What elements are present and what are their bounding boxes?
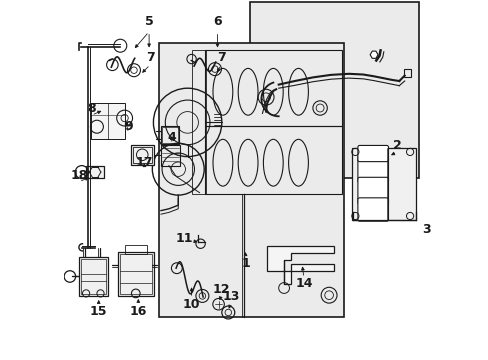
Polygon shape (369, 51, 377, 58)
Text: 6: 6 (213, 15, 222, 28)
Text: 5: 5 (144, 15, 153, 28)
Polygon shape (159, 43, 343, 317)
Text: 12: 12 (212, 283, 229, 296)
Text: 17: 17 (135, 156, 153, 169)
Text: 14: 14 (295, 277, 312, 290)
Text: 8: 8 (87, 102, 96, 115)
FancyBboxPatch shape (357, 145, 387, 162)
Polygon shape (91, 103, 125, 139)
Polygon shape (266, 246, 333, 284)
Polygon shape (118, 252, 153, 296)
Polygon shape (351, 148, 415, 220)
Text: 3: 3 (421, 223, 430, 236)
Polygon shape (79, 257, 107, 296)
Text: 1: 1 (241, 257, 249, 270)
Text: 18: 18 (70, 169, 87, 182)
FancyBboxPatch shape (357, 198, 387, 221)
Text: 7: 7 (216, 51, 225, 64)
Polygon shape (131, 145, 153, 165)
Polygon shape (86, 166, 104, 178)
Text: 13: 13 (222, 291, 240, 303)
Text: 16: 16 (129, 305, 147, 318)
Text: 11: 11 (176, 232, 193, 245)
Text: 7: 7 (145, 51, 154, 64)
FancyBboxPatch shape (357, 156, 387, 183)
Text: 4: 4 (167, 131, 176, 144)
Text: 10: 10 (183, 298, 200, 311)
Text: 15: 15 (90, 305, 107, 318)
Text: 2: 2 (392, 139, 401, 152)
Polygon shape (249, 2, 418, 178)
Text: 9: 9 (124, 120, 133, 133)
FancyBboxPatch shape (357, 177, 387, 204)
